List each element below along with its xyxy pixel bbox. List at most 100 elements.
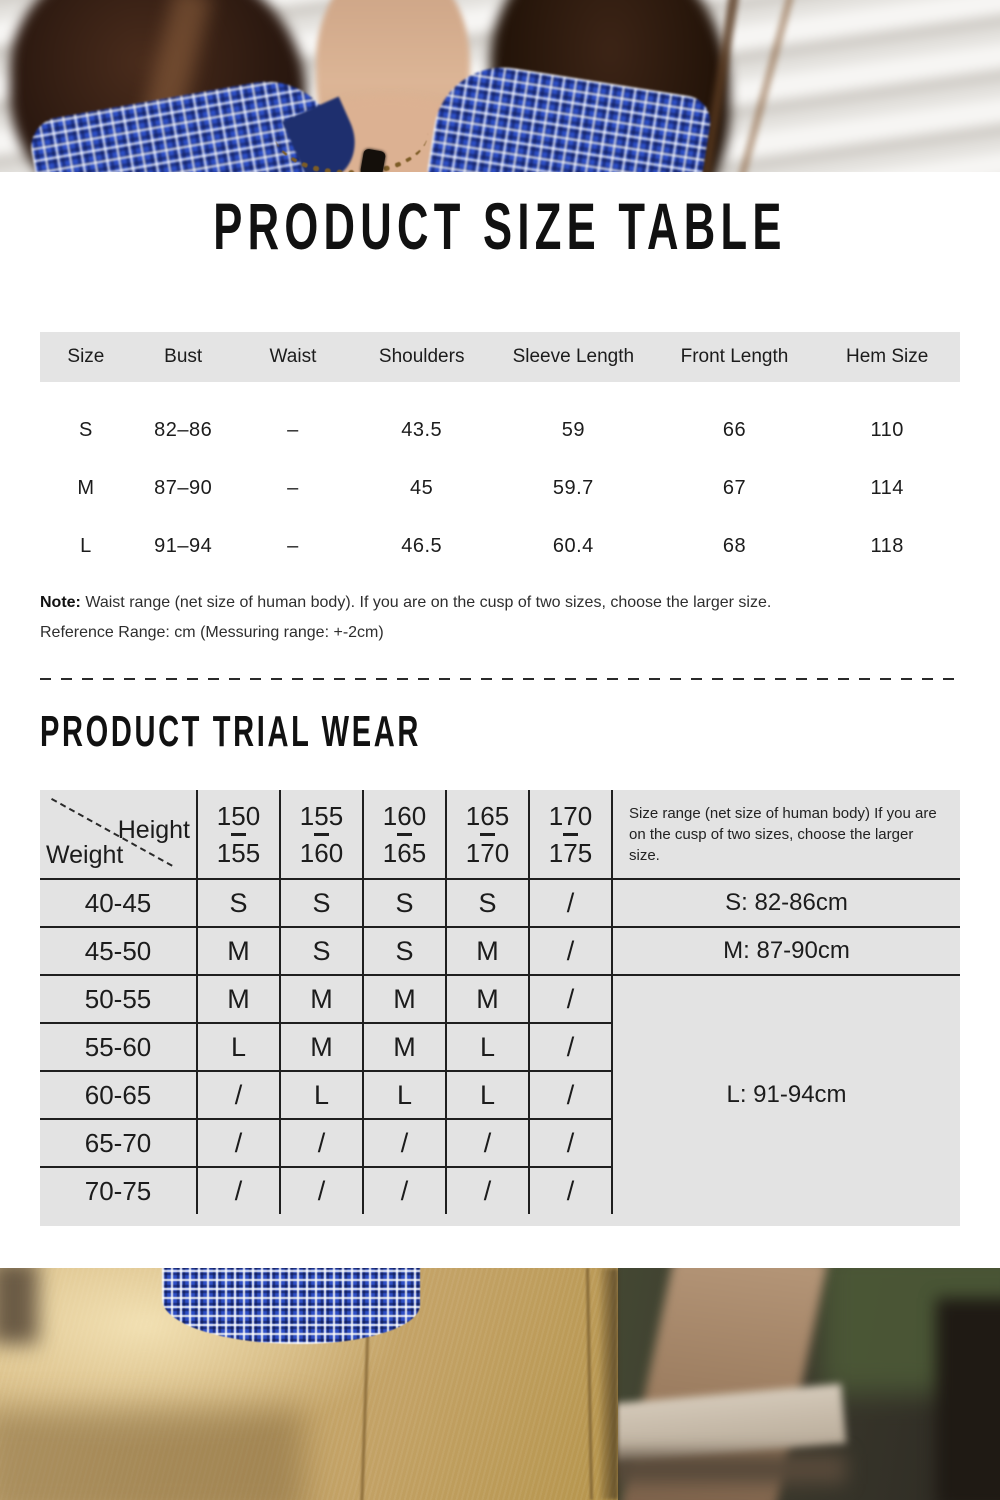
weight-range-label: 50-55 bbox=[40, 974, 196, 1022]
size-cell: 66 bbox=[722, 418, 747, 441]
size-cell: L bbox=[80, 534, 92, 557]
size-cell: 45 bbox=[410, 476, 434, 499]
range-divider-bar bbox=[231, 832, 246, 836]
size-table-notes: Note: Waist range (net size of human bod… bbox=[40, 588, 960, 648]
trial-size-cell: M bbox=[362, 974, 445, 1022]
trial-size-cell: / bbox=[528, 1118, 611, 1166]
necklace-pendant bbox=[359, 148, 387, 172]
trial-size-cell: / bbox=[528, 926, 611, 974]
height-from: 150 bbox=[216, 800, 261, 831]
note-text: Waist range (net size of human body). If… bbox=[85, 594, 772, 611]
height-range-header: 150 155 bbox=[196, 790, 279, 878]
trial-size-cell: / bbox=[279, 1166, 362, 1214]
trial-size-cell: M bbox=[445, 974, 528, 1022]
size-table-header-row: Size Bust Waist Shoulders Sleeve Length Front… bbox=[40, 332, 960, 382]
trial-size-cell: / bbox=[445, 1118, 528, 1166]
pants-right-edge-shade bbox=[600, 1268, 618, 1500]
size-cell: 91–94 bbox=[154, 534, 213, 557]
size-table-row: S 82–86 – 43.5 59 66 110 bbox=[40, 401, 960, 459]
pants-shadow bbox=[0, 1408, 304, 1500]
trial-size-cell: / bbox=[362, 1166, 445, 1214]
trial-size-cell: / bbox=[196, 1070, 279, 1118]
weight-range-label: 65-70 bbox=[40, 1118, 196, 1166]
weight-range-label: 60-65 bbox=[40, 1070, 196, 1118]
trial-size-cell: / bbox=[528, 974, 611, 1022]
size-cell: 59.7 bbox=[552, 476, 594, 499]
height-range-header: 165 170 bbox=[445, 790, 528, 878]
size-range-note-cell: Size range (net size of human body) If y… bbox=[611, 790, 960, 878]
size-cell: 82–86 bbox=[154, 418, 213, 441]
trial-size-cell: L bbox=[196, 1022, 279, 1070]
trial-size-cell: M bbox=[279, 1022, 362, 1070]
trial-wear-title: PRODUCT TRIAL WEAR bbox=[40, 707, 421, 756]
trial-size-cell: L bbox=[362, 1070, 445, 1118]
size-table-row: L 91–94 – 46.5 60.4 68 118 bbox=[40, 517, 960, 575]
size-column-header: Bust bbox=[164, 346, 203, 367]
ladder-step-shadow bbox=[604, 1454, 846, 1484]
beaded-necklace bbox=[274, 90, 428, 172]
trial-size-cell: S bbox=[362, 878, 445, 926]
trial-size-cell: / bbox=[528, 1070, 611, 1118]
height-to: 175 bbox=[548, 837, 593, 868]
trial-size-cell: S bbox=[362, 926, 445, 974]
trial-wear-grid: Height Weight Size range (net size of hu… bbox=[40, 790, 960, 1226]
trial-size-cell: / bbox=[445, 1166, 528, 1214]
product-photo-bottom bbox=[0, 1268, 1000, 1500]
height-range-header: 170 175 bbox=[528, 790, 611, 878]
trial-size-cell: / bbox=[528, 1166, 611, 1214]
size-cell: 67 bbox=[722, 476, 747, 499]
note-label: Note: bbox=[40, 594, 81, 611]
trial-size-cell: / bbox=[279, 1118, 362, 1166]
range-divider-bar bbox=[480, 832, 495, 836]
height-range-header: 160 165 bbox=[362, 790, 445, 878]
size-column-header: Hem Size bbox=[845, 346, 929, 367]
note-line: Note: Waist range (net size of human bod… bbox=[40, 588, 960, 618]
corner-height-label: Height bbox=[117, 816, 190, 844]
height-from: 155 bbox=[299, 800, 344, 831]
height-range-header: 155 160 bbox=[279, 790, 362, 878]
trial-size-cell: S bbox=[279, 878, 362, 926]
trial-size-cell: S bbox=[279, 926, 362, 974]
size-cell: – bbox=[287, 476, 299, 499]
trial-size-cell: L bbox=[445, 1022, 528, 1070]
size-column-header: Front Length bbox=[680, 346, 789, 367]
height-from: 170 bbox=[548, 800, 593, 831]
weight-range-label: 70-75 bbox=[40, 1166, 196, 1214]
size-table-body: S 82–86 – 43.5 59 66 110 M 87–90 – 45 59.7 67 114 L 91–… bbox=[40, 401, 960, 575]
size-cell: 114 bbox=[870, 476, 904, 499]
height-weight-corner-cell: Height Weight bbox=[40, 790, 196, 878]
trial-size-cell: M bbox=[279, 974, 362, 1022]
height-to: 170 bbox=[465, 837, 510, 868]
size-cell: 43.5 bbox=[401, 418, 443, 441]
trial-size-cell: / bbox=[196, 1118, 279, 1166]
trial-size-cell: S bbox=[445, 878, 528, 926]
size-table: Size Bust Waist Shoulders Sleeve Length Front… bbox=[40, 332, 960, 575]
range-divider-bar bbox=[563, 832, 578, 836]
size-cell: 87–90 bbox=[154, 476, 213, 499]
weight-range-label: 40-45 bbox=[40, 878, 196, 926]
size-range-cell: S: 82-86cm bbox=[611, 878, 960, 926]
range-divider-bar bbox=[314, 832, 329, 836]
plaid-shirt-hem bbox=[162, 1268, 420, 1344]
size-cell: 110 bbox=[870, 418, 904, 441]
size-cell: – bbox=[287, 418, 299, 441]
trial-size-cell: L bbox=[279, 1070, 362, 1118]
size-column-header: Shoulders bbox=[378, 346, 465, 367]
trial-size-cell: / bbox=[362, 1118, 445, 1166]
size-cell: 118 bbox=[870, 534, 904, 557]
trial-size-cell: S bbox=[196, 878, 279, 926]
reference-note: Reference Range: cm (Messuring range: +-… bbox=[40, 624, 384, 641]
trial-size-cell: M bbox=[196, 926, 279, 974]
size-column-header: Size bbox=[67, 346, 105, 367]
trial-size-cell: M bbox=[445, 926, 528, 974]
trial-size-cell: M bbox=[362, 1022, 445, 1070]
trial-size-cell: L bbox=[445, 1070, 528, 1118]
size-range-cell: L: 91-94cm bbox=[611, 974, 960, 1214]
trial-size-cell: / bbox=[528, 1022, 611, 1070]
trial-size-cell: / bbox=[528, 878, 611, 926]
dark-corner-left bbox=[0, 1268, 38, 1344]
weight-range-label: 45-50 bbox=[40, 926, 196, 974]
height-from: 160 bbox=[382, 800, 427, 831]
size-cell: M bbox=[77, 476, 95, 499]
